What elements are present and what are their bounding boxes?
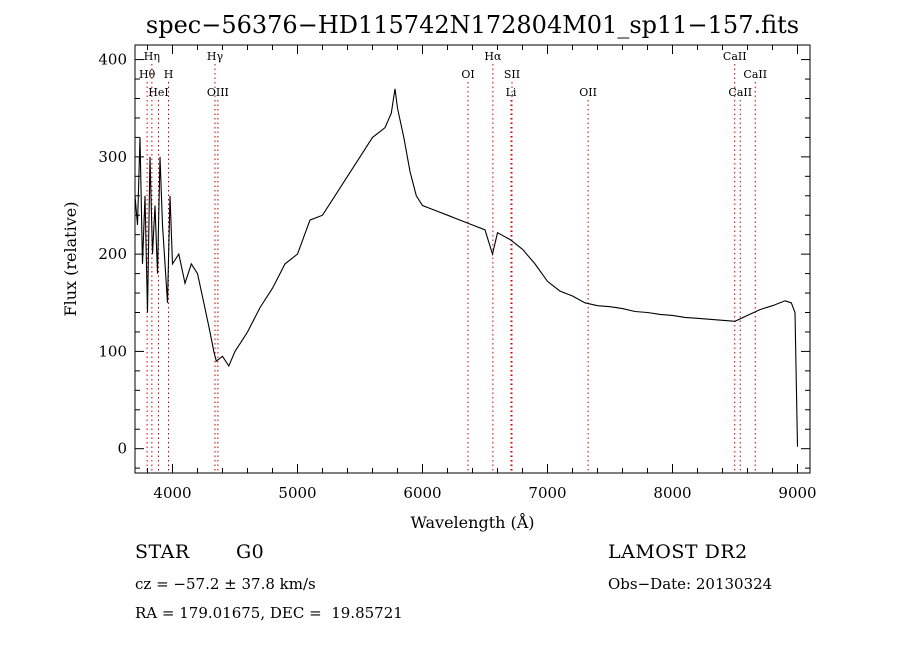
y-tick-label-0: 0 [117, 440, 127, 458]
spectrum-line [134, 88, 799, 447]
chart-title: spec−56376−HD115742N172804M01_sp11−157.f… [146, 11, 799, 39]
spectral-subclass: G0 [236, 541, 265, 563]
line-label-1: Hθ [139, 68, 156, 81]
x-tick-label-3: 7000 [528, 484, 566, 502]
line-label-12: CaII [743, 68, 767, 81]
y-tick-label-3: 300 [98, 148, 127, 166]
line-label-9: Li [506, 86, 517, 99]
x-tick-label-1: 5000 [278, 484, 316, 502]
survey-name: LAMOST DR2 [608, 541, 748, 563]
line-label-8: SII [504, 68, 520, 81]
line-label-5: OIII [207, 86, 229, 99]
line-label-7: Hα [484, 50, 502, 63]
object-class: STAR [135, 541, 190, 563]
y-tick-label-1: 100 [98, 342, 127, 360]
y-tick-label-2: 200 [98, 245, 127, 263]
coordinates: RA = 179.01675, DEC = 19.85721 [135, 604, 403, 622]
line-label-10: OII [579, 86, 597, 99]
line-label-3: H [164, 68, 174, 81]
line-label-11: CaII [723, 50, 747, 63]
line-label-6: OI [461, 68, 474, 81]
x-tick-label-2: 6000 [403, 484, 441, 502]
x-axis-label: Wavelength (Å) [410, 512, 534, 532]
y-axis-label: Flux (relative) [61, 202, 80, 317]
line-label-2: HeI [148, 86, 168, 99]
redshift-value: cz = −57.2 ± 37.8 km/s [135, 575, 316, 593]
x-tick-label-4: 8000 [653, 484, 691, 502]
line-label-0: Hη [144, 50, 160, 63]
line-label-13: CaII [728, 86, 752, 99]
x-tick-label-0: 4000 [153, 484, 191, 502]
x-tick-label-5: 9000 [778, 484, 816, 502]
observation-date: Obs−Date: 20130324 [608, 575, 773, 593]
y-tick-label-4: 400 [98, 51, 127, 69]
line-label-4: Hγ [207, 50, 224, 63]
plot-frame [134, 44, 811, 474]
